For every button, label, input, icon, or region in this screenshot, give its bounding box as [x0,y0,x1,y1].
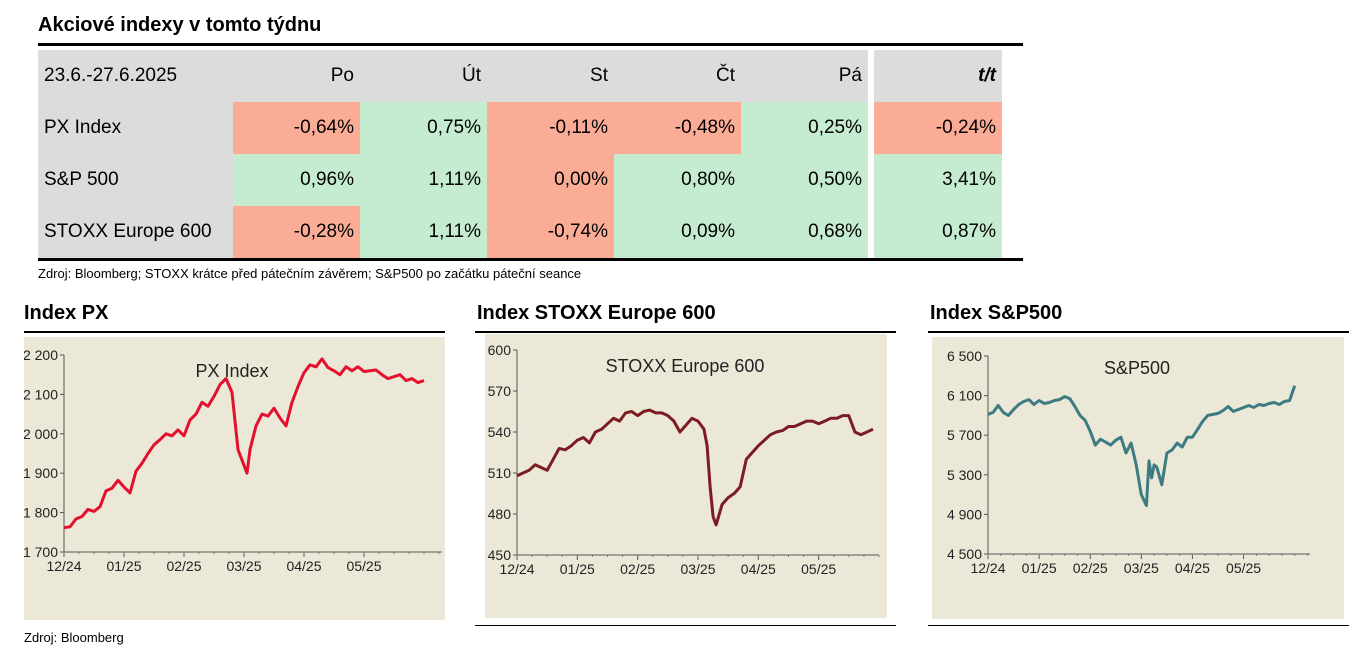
y-tick-label: 2 200 [24,347,58,363]
table-header-row: 23.6.-27.6.2025 Po Út St Čt Pá t/t [38,50,1002,102]
px-chart-panel: 1 700 1 800 1 900 2 000 2 100 2 200 12/24 01/25… [23,337,445,620]
table-top-rule [38,43,1023,46]
sp-panel-title: Index S&P500 [930,302,1063,324]
x-tick-label: 05/25 [801,561,836,577]
x-tick-label: 12/24 [46,558,81,574]
px-chart: 1 700 1 800 1 900 2 000 2 100 2 200 12/24 01/25… [23,347,442,574]
index-table: 23.6.-27.6.2025 Po Út St Čt Pá t/t PX In… [38,50,1002,258]
value-cell: 0,00% [487,154,614,206]
value-cell: -0,74% [487,206,614,258]
y-tick-label: 480 [488,506,512,522]
x-tick-label: 04/25 [741,561,776,577]
y-tick-label: 2 100 [24,386,58,402]
day-header-pa: Pá [741,50,868,102]
x-tick-label: 05/25 [1226,560,1261,576]
x-tick-label: 03/25 [680,561,715,577]
value-cell: 0,75% [360,102,487,154]
value-cell: -0,64% [233,102,360,154]
series-line [516,408,874,527]
y-tick-label: 5 700 [947,427,982,443]
table-title: Akciové indexy v tomto týdnu [38,14,322,36]
value-cell: 0,25% [741,102,868,154]
day-header-ut: Út [360,50,487,102]
sp-title-rule [928,331,1349,333]
x-tick-label: 03/25 [1124,560,1159,576]
y-tick-label: 6 500 [947,348,982,364]
stoxx-chart-panel: 450 480 510 540 570 600 12/24 01/25 02/25 03/25 04… [485,334,887,618]
stoxx-chart: 450 480 510 540 570 600 12/24 01/25 02/25 03/25 04… [488,342,880,577]
footer-source: Zdroj: Bloomberg [24,630,124,645]
x-tick-label: 04/25 [1175,560,1210,576]
x-tick-label: 02/25 [166,558,201,574]
series-line [987,385,1297,507]
px-title-rule [24,331,445,333]
column-separator [868,102,874,154]
y-tick-label: 450 [488,547,512,563]
value-cell: 1,11% [360,206,487,258]
y-tick-label: 1 900 [24,465,58,481]
weekly-cell: 3,41% [874,154,1002,206]
chart-title: PX Index [195,361,268,381]
x-tick-label: 01/25 [560,561,595,577]
day-header-st: St [487,50,614,102]
y-tick-label: 600 [488,342,512,358]
value-cell: 0,50% [741,154,868,206]
value-cell: 0,09% [614,206,741,258]
value-cell: 0,68% [741,206,868,258]
value-cell: 0,96% [233,154,360,206]
x-tick-label: 01/25 [106,558,141,574]
px-panel-title: Index PX [24,302,109,324]
y-tick-label: 4 900 [947,506,982,522]
y-tick-label: 5 300 [947,467,982,483]
y-tick-label: 510 [488,465,512,481]
weekly-cell: 0,87% [874,206,1002,258]
stoxx-title-rule [475,331,896,333]
table-bottom-rule [38,258,1023,261]
x-tick-label: 12/24 [970,560,1005,576]
x-tick-label: 02/25 [620,561,655,577]
y-tick-label: 1 800 [24,505,58,521]
x-tick-label: 04/25 [286,558,321,574]
sp-chart: 4 500 4 900 5 300 5 700 6 100 6 500 12/24 01/25… [947,348,1310,576]
row-label: S&P 500 [38,154,233,206]
weekly-header: t/t [874,50,1002,102]
value-cell: -0,28% [233,206,360,258]
period-label: 23.6.-27.6.2025 [38,50,233,102]
row-label: PX Index [38,102,233,154]
y-tick-label: 2 000 [24,426,58,442]
sp-chart-panel: 4 500 4 900 5 300 5 700 6 100 6 500 12/24 01/25… [932,337,1344,619]
x-tick-label: 02/25 [1073,560,1108,576]
y-tick-label: 540 [488,424,512,440]
stoxx-bottom-rule [475,625,896,626]
column-separator [868,50,874,102]
x-tick-label: 01/25 [1022,560,1057,576]
table-row: S&P 500 0,96% 1,11% 0,00% 0,80% 0,50% 3,… [38,154,1002,206]
row-label: STOXX Europe 600 [38,206,233,258]
value-cell: -0,48% [614,102,741,154]
x-tick-label: 05/25 [346,558,381,574]
x-tick-label: 12/24 [499,561,534,577]
table-row: PX Index -0,64% 0,75% -0,11% -0,48% 0,25… [38,102,1002,154]
column-separator [868,154,874,206]
series-line [63,357,425,530]
value-cell: -0,11% [487,102,614,154]
y-tick-label: 1 700 [24,544,58,560]
value-cell: 1,11% [360,154,487,206]
sp-bottom-rule [928,625,1349,626]
y-tick-label: 6 100 [947,388,982,404]
stoxx-panel-title: Index STOXX Europe 600 [477,302,716,324]
day-header-po: Po [233,50,360,102]
chart-title: S&P500 [1104,358,1170,378]
column-separator [868,206,874,258]
day-header-ct: Čt [614,50,741,102]
x-tick-label: 03/25 [226,558,261,574]
y-tick-label: 4 500 [947,546,982,562]
value-cell: 0,80% [614,154,741,206]
weekly-cell: -0,24% [874,102,1002,154]
table-source: Zdroj: Bloomberg; STOXX krátce před páte… [38,266,582,281]
y-tick-label: 570 [488,383,512,399]
chart-title: STOXX Europe 600 [606,356,765,376]
table-row: STOXX Europe 600 -0,28% 1,11% -0,74% 0,0… [38,206,1002,258]
